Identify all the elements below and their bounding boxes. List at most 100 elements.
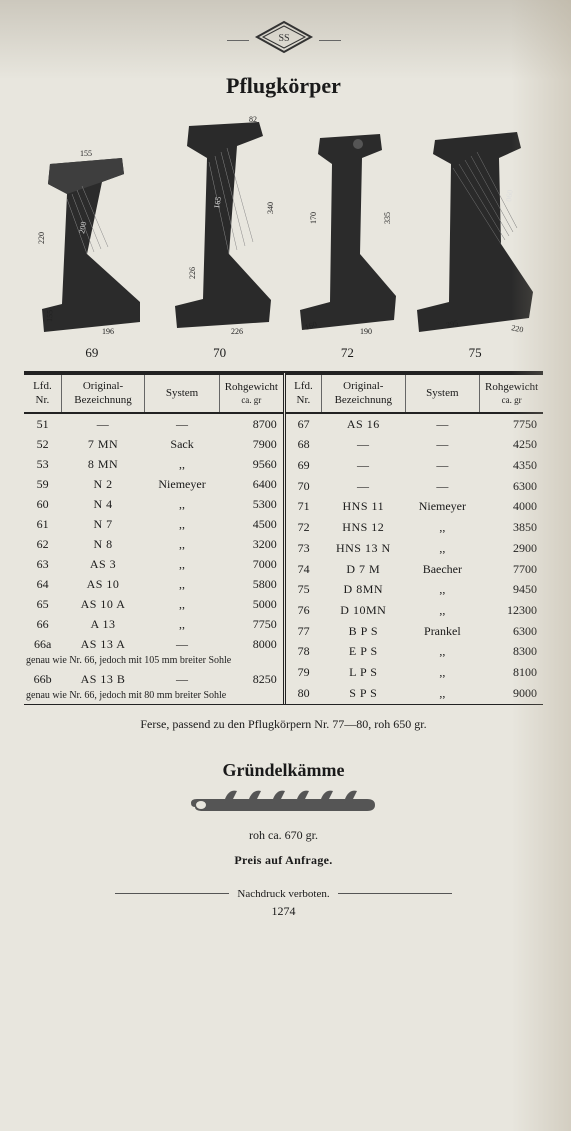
cell-bez: N 2	[61, 474, 144, 494]
plough-body-70-icon: 82 340 165 226 226	[159, 114, 279, 339]
cell-bez: AS 10 A	[61, 594, 144, 614]
table-row: 71HNS 11Niemeyer4000	[284, 496, 543, 517]
cell-wt: 8300	[480, 641, 543, 662]
rule-line	[338, 893, 453, 894]
gruendel-weight: roh ca. 670 gr.	[24, 828, 543, 843]
cell-wt: 7750	[219, 614, 282, 634]
cell-bez: B P S	[322, 621, 405, 642]
table-row: 74D 7 MBaecher7700	[284, 559, 543, 580]
cell-sys: Prankel	[405, 621, 480, 642]
cell-nr: 64	[24, 574, 61, 594]
cell-wt: 9560	[219, 454, 282, 474]
svg-text:060: 060	[504, 189, 515, 202]
svg-text:340: 340	[266, 202, 275, 214]
cell-bez: A 13	[61, 614, 144, 634]
cell-wt: 4250	[480, 434, 543, 455]
table-row: 64AS 10,,5800	[24, 574, 283, 594]
cell-nr: 51	[24, 413, 61, 434]
cell-nr: 77	[284, 621, 321, 642]
cell-nr: 65	[24, 594, 61, 614]
cell-nr: 79	[284, 662, 321, 683]
svg-text:196: 196	[102, 327, 114, 336]
cell-wt: 8000	[219, 634, 282, 654]
table-row: 80S P S,,9000	[284, 683, 543, 704]
figure-70: 82 340 165 226 226	[155, 114, 282, 339]
cell-bez: L P S	[322, 662, 405, 683]
col-nr: Lfd.Nr.	[284, 374, 321, 413]
cell-nr: 63	[24, 554, 61, 574]
table-row: 67AS 16—7750	[284, 413, 543, 435]
table-row: 66aAS 13 A—8000	[24, 634, 283, 654]
cell-sys: —	[405, 434, 480, 455]
table-row: 51——8700	[24, 413, 283, 434]
cell-sys: ,,	[145, 514, 220, 534]
figure-label: 72	[284, 345, 412, 361]
figure-label: 69	[28, 345, 156, 361]
table-row: 73HNS 13 N,,2900	[284, 538, 543, 559]
table-row: 68——4250	[284, 434, 543, 455]
cell-wt: 7750	[480, 413, 543, 435]
cell-wt: 5300	[219, 494, 282, 514]
cell-bez: HNS 11	[322, 496, 405, 517]
table-row: genau wie Nr. 66, jedoch mit 105 mm brei…	[24, 654, 283, 669]
cell-wt: 7700	[480, 559, 543, 580]
cell-nr: 70	[284, 476, 321, 497]
product-figures-row: 155 220 200 155 196 82 340 165 226 226 1…	[24, 109, 543, 339]
cell-nr: 67	[284, 413, 321, 435]
svg-text:220: 220	[511, 323, 525, 334]
figure-label: 70	[156, 345, 284, 361]
table-row: 61N 7,,4500	[24, 514, 283, 534]
cell-bez: AS 13 A	[61, 634, 144, 654]
cell-nr: 78	[284, 641, 321, 662]
cell-nr: 62	[24, 534, 61, 554]
cell-wt: 9450	[480, 579, 543, 600]
spec-table-right: Lfd.Nr. Original-Bezeichnung System Rohg…	[283, 373, 543, 704]
gruendel-title: Gründelkämme	[24, 760, 543, 781]
plough-body-69-icon: 155 220 200 155 196	[32, 134, 152, 339]
cell-sys: ,,	[405, 641, 480, 662]
cell-nr: 68	[284, 434, 321, 455]
cell-nr: 66b	[24, 669, 61, 689]
cell-wt: 3200	[219, 534, 282, 554]
cell-bez: 8 MN	[61, 454, 144, 474]
cell-sys: —	[145, 634, 220, 654]
cell-nr: 66	[24, 614, 61, 634]
cell-bez: HNS 12	[322, 517, 405, 538]
cell-nr: 80	[284, 683, 321, 704]
page-title: Pflugkörper	[24, 73, 543, 99]
svg-text:155: 155	[45, 310, 54, 322]
figure-75: 060 295 220	[409, 124, 539, 339]
col-nr: Lfd.Nr.	[24, 374, 61, 413]
cell-bez: N 8	[61, 534, 144, 554]
cell-sys: ,,	[405, 579, 480, 600]
cell-bez: —	[322, 455, 405, 476]
table-row: 527 MNSack7900	[24, 434, 283, 454]
cell-nr: 74	[284, 559, 321, 580]
svg-text:170: 170	[309, 212, 318, 224]
col-bez: Original-Bezeichnung	[322, 374, 405, 413]
cell-sys: ,,	[405, 517, 480, 538]
cell-nr: 72	[284, 517, 321, 538]
svg-text:226: 226	[188, 267, 197, 279]
cell-bez: D 10MN	[322, 600, 405, 621]
figure-72: 170 335 160 190	[282, 124, 409, 339]
cell-wt: 8700	[219, 413, 282, 434]
cell-sys: ,,	[145, 554, 220, 574]
cell-sys: Baecher	[405, 559, 480, 580]
cell-sys: —	[145, 669, 220, 689]
cell-sys: Niemeyer	[145, 474, 220, 494]
cell-wt: 4000	[480, 496, 543, 517]
table-row: 66A 13,,7750	[24, 614, 283, 634]
cell-bez: AS 16	[322, 413, 405, 435]
table-row: 75D 8MN,,9450	[284, 579, 543, 600]
cell-wt: 6400	[219, 474, 282, 494]
cell-bez: D 8MN	[322, 579, 405, 600]
cell-nr: 73	[284, 538, 321, 559]
cell-nr: 71	[284, 496, 321, 517]
table-row: 79L P S,,8100	[284, 662, 543, 683]
table-row: 538 MN,,9560	[24, 454, 283, 474]
svg-text:155: 155	[80, 149, 92, 158]
table-row: 70——6300	[284, 476, 543, 497]
cell-bez: —	[322, 434, 405, 455]
cell-sys: Sack	[145, 434, 220, 454]
